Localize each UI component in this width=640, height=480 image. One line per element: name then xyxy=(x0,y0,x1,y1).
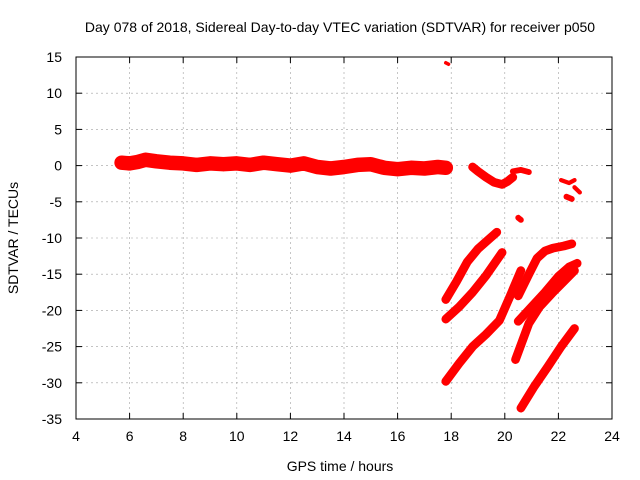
x-tick-label: 24 xyxy=(604,428,620,444)
series-layer xyxy=(114,60,582,413)
series-diagonal-f xyxy=(516,324,579,413)
series-point-22-4 xyxy=(563,193,575,202)
x-tick-label: 16 xyxy=(390,428,406,444)
series-diagonal-a xyxy=(441,227,502,304)
x-tick-label: 6 xyxy=(126,428,134,444)
series-diagonal-d xyxy=(513,258,582,326)
y-tick-label: 15 xyxy=(46,49,62,65)
y-tick-label: -10 xyxy=(42,230,62,246)
x-tick-label: 10 xyxy=(229,428,245,444)
y-axis-label: SDTVAR / TECUs xyxy=(5,182,21,294)
x-tick-label: 8 xyxy=(179,428,187,444)
x-tick-label: 18 xyxy=(443,428,459,444)
series-diagonal-b xyxy=(441,248,507,324)
series-cluster-22 xyxy=(558,177,577,186)
x-tick-label: 22 xyxy=(551,428,567,444)
y-tick-label: -15 xyxy=(42,266,62,282)
y-tick-label: -35 xyxy=(42,411,62,427)
x-tick-label: 20 xyxy=(497,428,513,444)
x-tick-label: 4 xyxy=(72,428,80,444)
x-tick-label: 12 xyxy=(283,428,299,444)
y-tick-label: 10 xyxy=(46,85,62,101)
series-diagonal-c xyxy=(441,266,526,386)
series-diagonal-e xyxy=(511,266,579,364)
y-tick-label: -5 xyxy=(50,194,63,210)
y-tick-label: -25 xyxy=(42,339,62,355)
chart-title: Day 078 of 2018, Sidereal Day-to-day VTE… xyxy=(85,19,595,35)
y-tick-label: 0 xyxy=(54,158,62,174)
y-tick-label: -20 xyxy=(42,302,62,318)
tick-layer: 4 6 8 10 12 14 16 18 20 22 24 15 10 5 0 -5 -10 -15 -20 -25 -… xyxy=(42,49,620,444)
series-point-20-6 xyxy=(515,214,524,223)
grid-layer xyxy=(76,57,612,419)
y-tick-label: -30 xyxy=(42,375,62,391)
series-curve-20-22 xyxy=(513,239,577,301)
x-axis-label: GPS time / hours xyxy=(287,458,394,474)
y-tick-label: 5 xyxy=(54,121,62,137)
series-short-20-21 xyxy=(509,166,532,176)
series-outlier-top xyxy=(443,60,451,66)
series-dip-19-20 xyxy=(468,162,518,189)
series-cluster-22-b xyxy=(572,185,582,195)
series-baseline-segment-1 xyxy=(114,152,454,177)
x-tick-label: 14 xyxy=(336,428,352,444)
